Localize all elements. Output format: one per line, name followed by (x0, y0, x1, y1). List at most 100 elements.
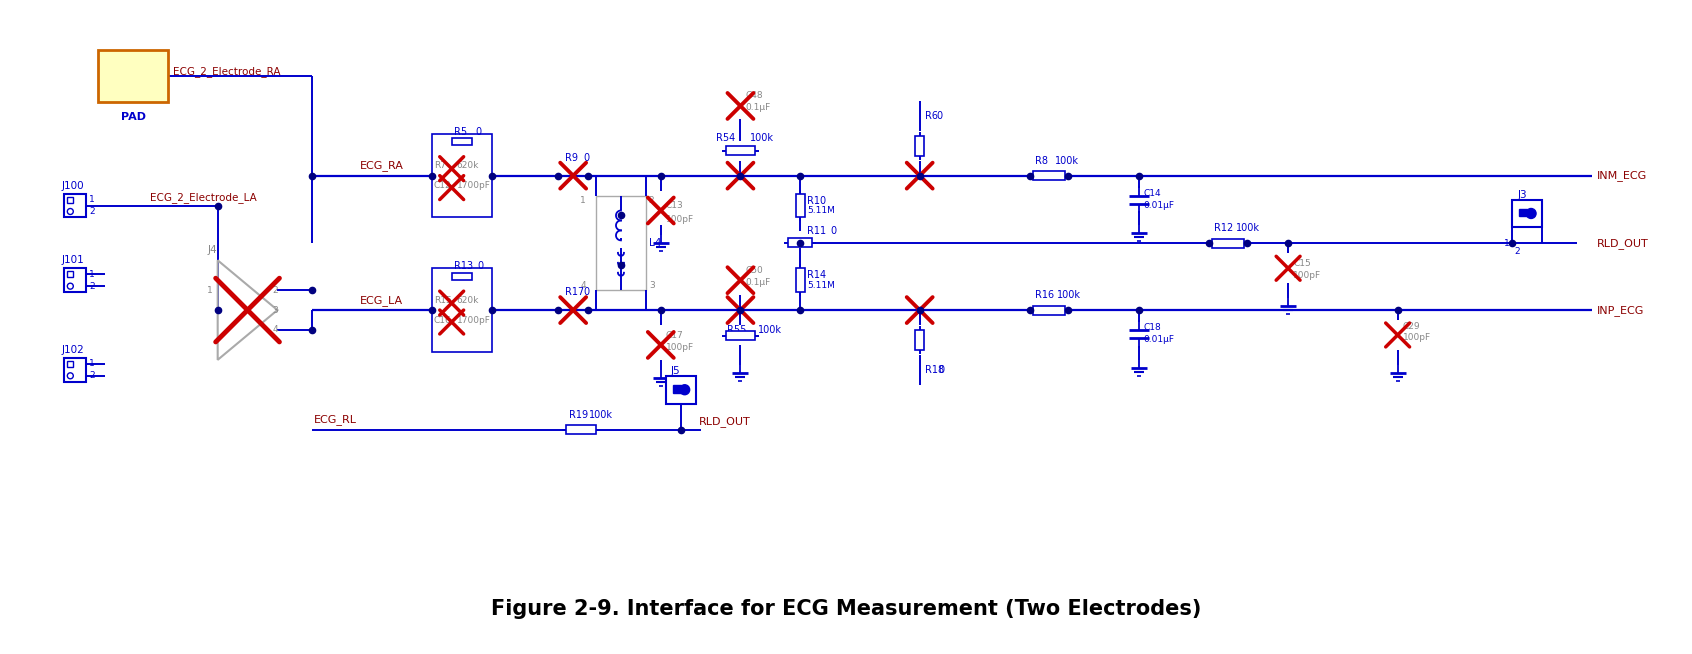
Text: R18: R18 (924, 365, 944, 375)
Bar (68, 197, 73, 203)
Text: R14: R14 (807, 270, 826, 280)
Text: 0.01μF: 0.01μF (1144, 201, 1174, 210)
Text: 0: 0 (584, 153, 589, 163)
Bar (431, 268, 491, 352)
Text: 4: 4 (580, 281, 585, 290)
Text: 620k: 620k (457, 161, 479, 170)
Text: J5: J5 (672, 366, 680, 376)
Text: C48: C48 (746, 92, 763, 101)
Text: 0.1μF: 0.1μF (746, 103, 770, 112)
Text: INM_ECG: INM_ECG (1597, 170, 1646, 181)
Text: 0.01μF: 0.01μF (1144, 336, 1174, 345)
Text: R55: R55 (726, 325, 746, 335)
Bar (64, 194, 86, 218)
Text: R8: R8 (1036, 156, 1047, 165)
Bar (795, 268, 805, 292)
Text: J4: J4 (208, 245, 217, 255)
Text: C14: C14 (1144, 189, 1161, 198)
Text: 2: 2 (90, 282, 95, 290)
Bar (726, 146, 755, 155)
Text: R10: R10 (807, 196, 826, 205)
Text: INP_ECG: INP_ECG (1597, 305, 1645, 315)
Text: 1: 1 (90, 359, 95, 368)
Text: 100pF: 100pF (665, 343, 694, 353)
Text: C17: C17 (665, 332, 684, 341)
Text: R16: R16 (1036, 290, 1054, 300)
Text: 0: 0 (475, 127, 482, 137)
Text: ECG_RL: ECG_RL (315, 414, 357, 425)
Text: 3: 3 (648, 281, 655, 290)
Text: 0: 0 (477, 261, 484, 271)
Bar (68, 361, 73, 367)
Text: 100pF: 100pF (665, 215, 694, 224)
Bar (1513, 199, 1541, 228)
Text: C18: C18 (1144, 324, 1161, 332)
Text: R7: R7 (433, 161, 445, 170)
Bar (98, 50, 168, 102)
Text: R9: R9 (565, 153, 579, 163)
Text: R12: R12 (1215, 224, 1233, 233)
Text: 3: 3 (272, 305, 277, 315)
Bar (452, 138, 472, 145)
Text: PAD: PAD (120, 112, 146, 122)
Bar (673, 385, 680, 392)
Text: ECG_RA: ECG_RA (360, 160, 404, 171)
Text: 1: 1 (1504, 239, 1511, 248)
Circle shape (1526, 209, 1536, 218)
Text: 100k: 100k (1058, 290, 1081, 300)
Bar (788, 238, 812, 247)
Text: 2: 2 (90, 371, 95, 380)
Bar (64, 358, 86, 382)
Text: 100k: 100k (589, 409, 613, 420)
Bar (452, 273, 472, 280)
Text: 1700pF: 1700pF (457, 315, 491, 324)
Circle shape (68, 373, 73, 379)
Text: ECG_LA: ECG_LA (360, 295, 403, 305)
Circle shape (68, 209, 73, 215)
Text: Figure 2-9. Interface for ECG Measurement (Two Electrodes): Figure 2-9. Interface for ECG Measuremen… (491, 599, 1201, 619)
Text: ECG_2_Electrode_LA: ECG_2_Electrode_LA (151, 192, 257, 203)
Text: L4: L4 (648, 238, 662, 248)
Text: 4: 4 (272, 326, 277, 334)
Text: 100k: 100k (1056, 156, 1079, 165)
Text: 100k: 100k (751, 133, 775, 143)
Text: 5.11M: 5.11M (807, 206, 836, 215)
Bar (1034, 171, 1064, 180)
Text: R54: R54 (716, 133, 734, 143)
Bar (68, 271, 73, 277)
Text: J100: J100 (61, 181, 85, 190)
Text: 1: 1 (580, 196, 585, 205)
Text: 100pF: 100pF (1403, 334, 1431, 343)
Text: ECG_2_Electrode_RA: ECG_2_Electrode_RA (173, 65, 281, 77)
Text: C13: C13 (665, 201, 684, 210)
Text: 100pF: 100pF (1293, 271, 1321, 280)
Text: R15: R15 (433, 296, 452, 305)
Text: 5.11M: 5.11M (807, 281, 836, 290)
Bar (795, 194, 805, 218)
Bar (665, 376, 695, 404)
Text: RLD_OUT: RLD_OUT (1597, 238, 1648, 249)
Text: C50: C50 (746, 266, 763, 275)
Text: 0.1μF: 0.1μF (746, 278, 770, 286)
Text: 2: 2 (648, 196, 655, 205)
Text: J3: J3 (1518, 190, 1526, 199)
Text: R19: R19 (569, 409, 589, 420)
Text: 100k: 100k (1237, 224, 1261, 233)
Text: 1: 1 (90, 269, 95, 279)
Text: 2: 2 (272, 286, 277, 295)
Text: 0: 0 (831, 226, 836, 236)
Text: 1: 1 (90, 195, 95, 204)
Bar (431, 134, 491, 218)
Text: 0: 0 (584, 287, 589, 297)
Text: C15: C15 (1293, 259, 1311, 267)
Text: RLD_OUT: RLD_OUT (699, 416, 750, 427)
Text: J101: J101 (61, 255, 85, 266)
Text: R11: R11 (807, 226, 826, 236)
Text: 1700pF: 1700pF (457, 181, 491, 190)
Text: 100k: 100k (758, 325, 782, 335)
Text: R13: R13 (453, 261, 472, 271)
Circle shape (680, 385, 690, 395)
Bar (64, 268, 86, 292)
Bar (1213, 239, 1244, 248)
Text: 1: 1 (206, 286, 213, 295)
